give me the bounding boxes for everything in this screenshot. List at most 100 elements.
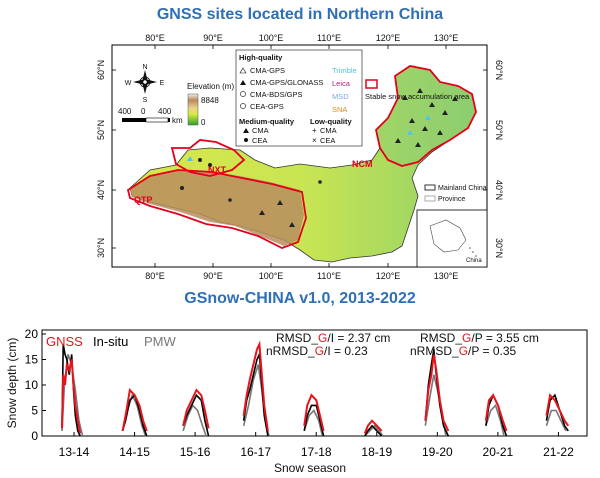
map-figure: 80°E 90°E 100°E 110°E 120°E 130°E 80°E 9… (96, 33, 504, 281)
lon-tick-top: 120°E (376, 33, 401, 43)
legend-low-item: CEA (320, 136, 335, 145)
stat-nrmsd-gp: nRMSD_G/P = 0.35 (410, 344, 517, 358)
x-tick-label: 17-18 (301, 445, 332, 459)
x-tick-label: 16-17 (240, 445, 271, 459)
compass-w: W (125, 80, 132, 87)
y-tick-label: 5 (31, 404, 38, 418)
snow-area-legend-label: Stable snow accumulation area (365, 92, 470, 101)
legend-high-item: CMA-GPS/GLONASS (250, 78, 323, 87)
legend-gnss: GNSS (46, 334, 83, 349)
lon-tick-top: 130°E (434, 33, 459, 43)
lon-tick-top: 100°E (259, 33, 284, 43)
elevation-max: 8848 (201, 96, 219, 105)
plot-frame (41, 329, 588, 437)
region-label-qtp: QTP (134, 195, 153, 205)
elevation-colorbar (187, 93, 199, 126)
inset-map (416, 209, 488, 268)
x-tick-label: 14-15 (119, 445, 150, 459)
scale-label: 0 (141, 107, 146, 116)
y-tick-label: 10 (25, 378, 39, 392)
legend-high-item: CMA-GPS (250, 66, 285, 75)
series-line-gnss (242, 340, 269, 432)
x-tick-label: 18-19 (361, 445, 392, 459)
series-line-gnss (363, 419, 383, 434)
snow-area-qtp (126, 169, 307, 249)
y-tick-label: 15 (25, 353, 39, 367)
lon-tick-top: 90°E (203, 33, 223, 43)
legend-plus-icon: + (312, 126, 317, 135)
series-line-insitu (182, 393, 210, 437)
map-title: GNSS sites located in Northern China (156, 6, 444, 23)
compass-icon (133, 70, 157, 94)
series-line-pmw (364, 424, 384, 437)
elevation-min: 0 (201, 118, 206, 127)
lat-tick-right: 30°N (494, 238, 504, 258)
series-line-gnss (303, 393, 325, 432)
legend-medium-dot-icon (244, 138, 248, 142)
scale-label: 400 (118, 107, 132, 116)
series-line-gnss (545, 393, 570, 427)
receiver-label-sna: SNA (332, 105, 347, 114)
region-label-nxt: NXT (208, 165, 227, 175)
lat-tick-left: 40°N (96, 180, 106, 200)
legend-low-item: CMA (320, 126, 337, 135)
lon-tick-bottom: 90°E (203, 271, 223, 281)
x-axis-label: Snow season (274, 461, 346, 475)
elevation-title: Elevation (m) (187, 82, 234, 91)
boundary-legend-label: Province (438, 196, 465, 203)
legend-low-title: Low-quality (310, 117, 352, 126)
stat-rmsd-gp: RMSD_G/P = 3.55 cm (420, 331, 539, 345)
chart-title: GSnow-CHINA v1.0, 2013-2022 (184, 290, 416, 307)
legend-x-icon: × (312, 136, 317, 145)
compass-e: E (160, 80, 165, 87)
lon-tick-top: 110°E (317, 33, 341, 43)
legend-insitu: In-situ (93, 334, 128, 349)
compass-n: N (142, 64, 147, 71)
receiver-label-trimble: Trimble (332, 66, 357, 75)
lat-tick-right: 60°N (494, 60, 504, 80)
legend-triangle-icon (239, 67, 247, 74)
legend-pmw: PMW (144, 334, 177, 349)
legend-circle-dot-icon (240, 91, 246, 97)
series-line-pmw (485, 403, 505, 437)
series-line-gnss (424, 354, 450, 432)
snow-area-legend-swatch (365, 79, 378, 89)
legend-high-item: CMA-BDS/GPS (250, 90, 303, 99)
lat-tick-left: 60°N (96, 60, 106, 80)
series-line-gnss (484, 393, 508, 432)
series-line-insitu (364, 424, 383, 437)
series-line-pmw (303, 409, 324, 437)
scale-label: 400 (158, 107, 172, 116)
receiver-label-msd: MSD (332, 92, 349, 101)
scale-unit: km (172, 116, 183, 125)
snow-area-ncm (375, 65, 477, 167)
legend-medium-triangle-icon (243, 128, 249, 133)
receiver-label-leica: Leica (332, 79, 351, 88)
legend-triangle-filled-icon (240, 80, 246, 85)
lon-tick-bottom: 110°E (317, 271, 341, 281)
legend-box (235, 49, 363, 147)
snow-area-nxt (170, 139, 246, 177)
x-tick-label: 21-22 (543, 445, 574, 459)
x-tick-label: 15-16 (180, 445, 211, 459)
legend-high-title: High-quality (239, 53, 283, 62)
y-tick-label: 20 (25, 327, 39, 341)
qtp-plateau (130, 170, 304, 246)
stat-rmsd-gi: RMSD_G/I = 2.37 cm (276, 331, 390, 345)
inset-label: China (466, 258, 482, 264)
series-line-gnss (182, 388, 210, 429)
snow-depth-chart: 0 5 10 15 20 13-14 14-15 15-16 16-17 17-18 18-19 1… (5, 327, 588, 475)
stat-nrmsd-gi: nRMSD_G/I = 0.23 (266, 344, 368, 358)
boundary-legend-label: Mainland China (438, 185, 487, 192)
x-tick-label: 20-21 (483, 445, 514, 459)
lon-tick-bottom: 100°E (259, 271, 284, 281)
x-tick-label: 19-20 (422, 445, 453, 459)
series-line-pmw (545, 409, 567, 432)
series-line-gnss (61, 359, 82, 434)
legend-medium-item: CMA (252, 126, 269, 135)
series-line-pmw (182, 404, 207, 437)
lon-tick-bottom: 120°E (376, 271, 401, 281)
lat-tick-left: 50°N (96, 120, 106, 140)
y-axis-label: Snow depth (cm) (5, 338, 19, 429)
lon-tick-top: 80°E (145, 33, 165, 43)
